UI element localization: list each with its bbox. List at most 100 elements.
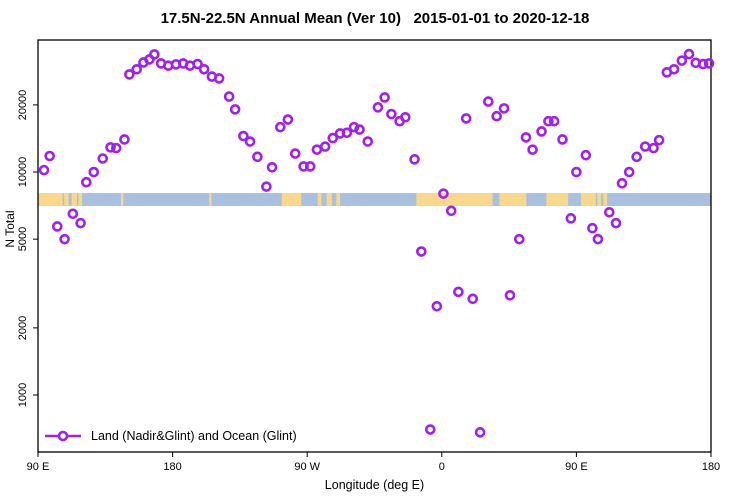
x-tick-label: 180 [163,461,182,473]
data-point-marker [38,164,50,176]
map-strip-land [416,193,493,207]
data-point-marker [653,134,665,146]
map-strip-land [499,193,527,207]
data-point-marker [557,134,568,145]
data-point-marker [75,217,86,229]
legend: Land (Nadir&Glint) and Ocean (Glint) [44,429,297,443]
data-point-marker [498,103,510,114]
data-point-marker [59,233,70,245]
data-point-marker [44,150,55,162]
y-axis-label: N Total [3,210,17,248]
y-tick-label: 10000 [17,156,29,188]
map-strip-land [78,193,83,207]
map-strip-land [580,193,596,207]
y-tick-label: 2000 [17,315,29,341]
data-point-marker [192,58,203,70]
data-point-marker [372,102,384,113]
data-point-marker [668,63,680,75]
data-point-marker [298,161,309,172]
data-point-marker [341,127,353,139]
data-point-marker [379,92,390,103]
data-point-marker [354,124,365,135]
data-point-marker [548,115,560,127]
data-point-marker [124,69,135,80]
data-point-marker [543,115,554,127]
map-strip-land [603,193,608,207]
data-point-marker [623,166,635,178]
data-point-marker [131,63,143,75]
data-point-marker [504,289,516,301]
data-point-marker [304,161,316,172]
data-point-marker [571,166,582,178]
map-strip-land [209,193,212,207]
data-point-marker [213,73,225,84]
data-point-marker [467,293,479,305]
data-point-marker [616,178,628,189]
map-strip-land [317,193,322,207]
x-tick-label: 0 [438,461,445,473]
data-point-marker [474,427,486,438]
map-strip-land [546,193,569,207]
data-point-marker [119,134,130,145]
data-point-marker [536,126,547,137]
data-point-marker [409,154,420,165]
data-point-marker [67,208,79,220]
data-point-marker [416,246,427,257]
data-point-marker [88,166,100,178]
map-strip-land [121,193,124,207]
data-point-marker [460,113,472,124]
data-point-marker [110,142,122,154]
legend-marker-icon [45,430,81,442]
data-point-marker [587,222,598,234]
data-point-marker [319,141,331,152]
data-point-marker [81,176,92,188]
data-point-marker [565,213,577,224]
data-point-marker [282,114,294,125]
data-point-marker [105,142,116,153]
data-point-marker [266,162,278,173]
map-strip-land [71,193,77,207]
map-strip-land [336,193,341,207]
data-point-marker [400,111,411,123]
data-point-marker [631,151,642,163]
data-point-marker [604,206,615,218]
data-point-marker [386,108,397,120]
data-point-marker [648,142,659,154]
data-point-marker [491,110,502,122]
data-point-marker [697,58,709,70]
data-point-marker [527,144,538,155]
map-strip-land [38,193,63,207]
chart-title: 17.5N-22.5N Annual Mean (Ver 10) 2015-01… [160,10,590,27]
map-strip-land [281,193,302,207]
data-point-marker [580,149,592,161]
map-strip-land [64,193,69,207]
data-point-marker [198,63,210,75]
x-tick-label: 180 [701,461,721,473]
y-tick-label: 1000 [17,382,29,408]
data-point-marker [703,58,715,69]
data-point-marker [424,424,436,435]
data-point-marker [483,96,494,107]
data-point-marker [520,132,532,143]
data-point-marker [223,91,235,102]
x-tick-label: 90 E [26,461,50,473]
data-point-marker [238,130,249,142]
data-point-marker [97,153,109,164]
x-tick-label: 90 W [294,461,321,473]
x-tick-label: 90 E [565,461,588,473]
data-point-marker [513,233,525,245]
data-point-marker [639,141,651,152]
legend-label: Land (Nadir&Glint) and Ocean (Glint) [91,429,297,443]
map-strip-land [326,193,332,207]
data-point-marker [244,136,256,147]
data-point-marker [445,205,457,217]
data-point-marker [311,144,323,155]
data-point-marker [676,55,688,66]
data-point-marker [252,151,263,163]
data-point-marker [362,136,374,147]
plot-border [37,39,712,453]
y-tick-label: 20000 [17,89,29,121]
data-point-marker [610,217,622,229]
